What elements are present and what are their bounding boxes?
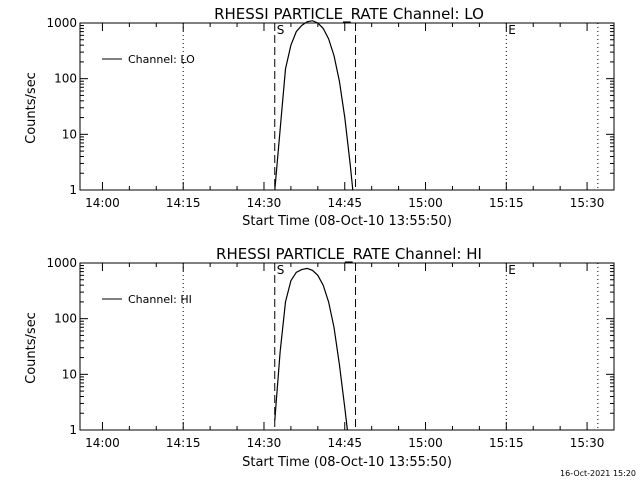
hi-x-tick-label: 14:15	[166, 436, 201, 450]
lo-x-tick-label: 14:45	[327, 196, 362, 210]
hi-x-tick-label: 14:45	[327, 436, 362, 450]
hi-chart-title: RHESSI PARTICLE_RATE Channel: HI	[216, 245, 482, 264]
hi-plot-frame	[79, 262, 615, 431]
lo-series-line	[274, 20, 354, 191]
hi-series-line	[274, 267, 348, 431]
hi-x-tick-label: 14:00	[85, 436, 120, 450]
hi-y-tick-label: 1	[69, 423, 77, 437]
lo-x-tick-label: 15:00	[408, 196, 443, 210]
hi-y-tick-label: 100	[54, 312, 77, 326]
hi-x-axis-label: Start Time (08-Oct-10 13:55:50)	[242, 455, 452, 470]
lo-legend-label: Channel: LO	[128, 53, 195, 66]
lo-x-tick-label: 14:00	[85, 196, 120, 210]
lo-y-tick-label: 10	[62, 127, 77, 141]
hi-y-axis-label: Counts/sec	[24, 312, 39, 384]
lo-chart-title: RHESSI PARTICLE_RATE Channel: LO	[214, 5, 484, 24]
plot-timestamp: 16-Oct-2021 15:20	[560, 469, 636, 478]
hi-x-tick-label: 15:30	[570, 436, 605, 450]
lo-y-tick-label: 1	[69, 183, 77, 197]
lo-y-tick-label: 100	[54, 72, 77, 86]
lo-marker-label: E	[508, 23, 516, 37]
hi-channel-panel: RHESSI PARTICLE_RATE Channel: HI Start T…	[24, 245, 615, 470]
hi-y-tick-label: 1000	[46, 256, 77, 270]
hi-marker-label: E	[508, 263, 516, 277]
hi-marker-label: S	[277, 263, 285, 277]
lo-x-tick-label: 15:15	[489, 196, 524, 210]
hi-x-tick-label: 14:30	[247, 436, 282, 450]
lo-x-tick-label: 15:30	[570, 196, 605, 210]
hi-x-tick-label: 15:15	[489, 436, 524, 450]
hi-y-tick-label: 10	[62, 367, 77, 381]
lo-y-axis-label: Counts/sec	[24, 72, 39, 144]
hi-legend-label: Channel: HI	[128, 293, 192, 306]
lo-x-axis-label: Start Time (08-Oct-10 13:55:50)	[242, 214, 452, 229]
lo-plot-frame	[79, 22, 615, 191]
lo-marker-label: S	[277, 23, 285, 37]
lo-x-tick-label: 14:30	[247, 196, 282, 210]
lo-x-tick-label: 14:15	[166, 196, 201, 210]
hi-x-tick-label: 15:00	[408, 436, 443, 450]
lo-y-tick-label: 1000	[46, 16, 77, 30]
lo-channel-panel: RHESSI PARTICLE_RATE Channel: LO Start T…	[24, 5, 615, 229]
